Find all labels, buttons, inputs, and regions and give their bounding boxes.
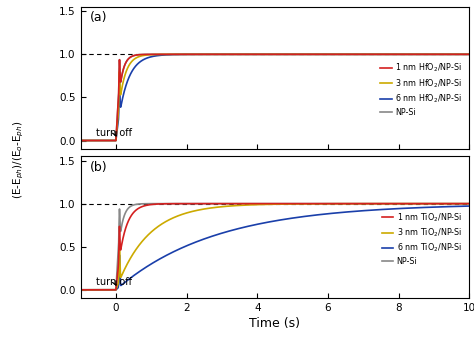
X-axis label: Time (s): Time (s) <box>249 318 301 330</box>
Text: turn off: turn off <box>97 128 132 138</box>
Text: (a): (a) <box>90 11 108 24</box>
Legend: 1 nm TiO$_2$/NP-Si, 3 nm TiO$_2$/NP-Si, 6 nm TiO$_2$/NP-Si, NP-Si: 1 nm TiO$_2$/NP-Si, 3 nm TiO$_2$/NP-Si, … <box>379 208 465 269</box>
Text: turn off: turn off <box>97 277 132 287</box>
Text: (E-E$_{ph}$)/(E$_o$-E$_{ph}$): (E-E$_{ph}$)/(E$_o$-E$_{ph}$) <box>12 120 26 199</box>
Text: (b): (b) <box>90 161 108 174</box>
Legend: 1 nm HfO$_2$/NP-Si, 3 nm HfO$_2$/NP-Si, 6 nm HfO$_2$/NP-Si, NP-Si: 1 nm HfO$_2$/NP-Si, 3 nm HfO$_2$/NP-Si, … <box>377 59 465 120</box>
